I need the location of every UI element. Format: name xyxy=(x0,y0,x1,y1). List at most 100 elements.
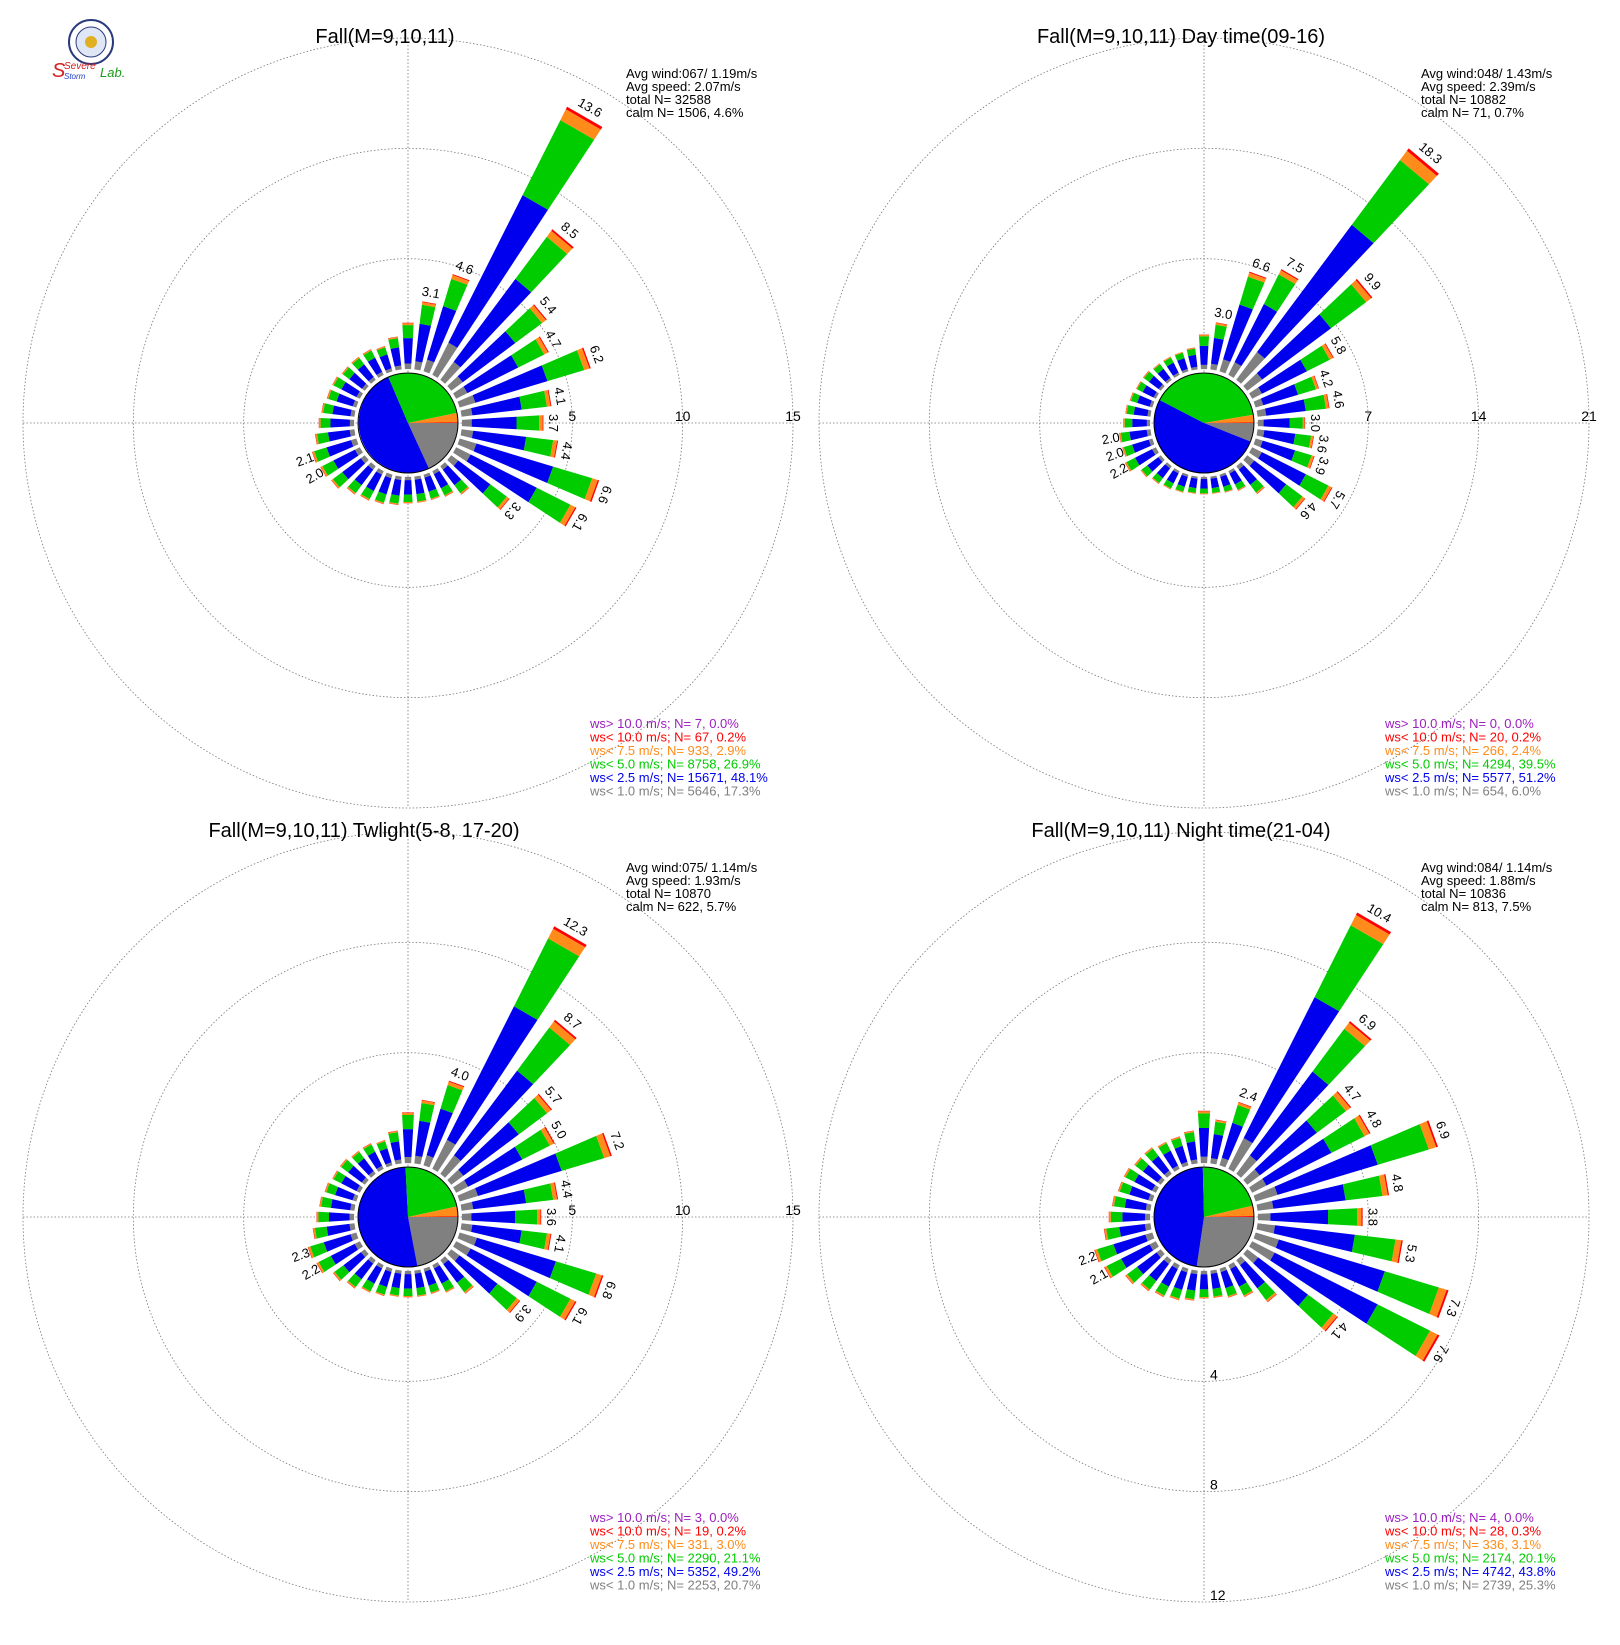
bar-segment-lt25 xyxy=(1211,338,1224,365)
panel-title: Fall(M=9,10,11) Twlight(5-8, 17-20) xyxy=(208,820,519,842)
panel-title: Fall(M=9,10,11) Day time(09-16) xyxy=(1037,26,1325,48)
bar-dir-170 xyxy=(1210,476,1220,494)
bar-segment-lt1 xyxy=(458,395,476,407)
bar-segment-lt75 xyxy=(1124,418,1125,427)
bar-segment-lt75 xyxy=(1357,1208,1361,1226)
bar-segment-lt1 xyxy=(1210,364,1217,371)
bar-segment-lt5 xyxy=(1240,277,1265,310)
legend-entry: ws< 1.0 m/s; N= 2739, 25.3% xyxy=(1384,1578,1556,1593)
bar-segment-lt75 xyxy=(539,415,542,431)
bar-segment-lt75 xyxy=(1109,1212,1111,1223)
ring-label: 14 xyxy=(1471,408,1487,424)
bar-segment-lt1 xyxy=(350,1214,355,1221)
bar-dir-270 xyxy=(1123,418,1150,427)
bar-segment-lt5 xyxy=(1106,1227,1121,1240)
bar-value-label: 3.1 xyxy=(421,284,441,302)
bar-segment-lt5 xyxy=(388,338,399,349)
bar-segment-lt1 xyxy=(405,1157,412,1163)
bar-segment-lt1 xyxy=(1145,1214,1150,1221)
ring-label: 21 xyxy=(1581,408,1597,424)
bar-dir-360 xyxy=(1198,1111,1210,1163)
bar-value-label: 4.6 xyxy=(454,257,476,277)
bar-segment-lt5 xyxy=(550,1261,596,1294)
bar-segment-lt25 xyxy=(1125,1199,1147,1211)
bar-segment-lt25 xyxy=(1134,407,1149,417)
bar-dir-280 xyxy=(1125,405,1151,417)
ring-label: 10 xyxy=(675,408,691,424)
bar-segment-lt1 xyxy=(1201,1271,1208,1274)
bar-segment-lt5 xyxy=(1184,1132,1195,1143)
bar-segment-lt25 xyxy=(391,1141,402,1160)
bar-value-label: 3.0 xyxy=(1308,414,1323,432)
ring-label: 4 xyxy=(1210,1366,1218,1382)
bar-segment-lt25 xyxy=(1211,1134,1223,1159)
bar-segment-lt75 xyxy=(319,418,320,428)
bar-segment-lt5 xyxy=(402,325,413,338)
bar-value-label: 4.6 xyxy=(1329,389,1347,409)
bar-dir-180 xyxy=(1200,477,1208,494)
bar-dir-190 xyxy=(389,476,402,506)
bar-segment-lt1 xyxy=(1147,420,1150,427)
bar-segment-lt25 xyxy=(332,406,351,417)
bar-segment-lt75 xyxy=(537,1209,540,1224)
bar-segment-lt75 xyxy=(1200,493,1208,494)
bar-segment-lt25 xyxy=(404,1274,412,1289)
bar-segment-lt75 xyxy=(403,502,412,503)
legend-entry: ws< 1.0 m/s; N= 2253, 20.7% xyxy=(589,1578,761,1593)
bar-segment-lt5 xyxy=(515,1210,537,1225)
bar-dir-90: 3.6 xyxy=(462,1208,559,1226)
bar-segment-lt25 xyxy=(335,1187,355,1200)
bar-segment-lt5 xyxy=(517,415,540,430)
stats-line: calm N= 71, 0.7% xyxy=(1421,105,1524,120)
bar-segment-lt5 xyxy=(1378,1271,1439,1314)
bar-segment-lt5 xyxy=(520,391,548,410)
ring-label: 15 xyxy=(785,408,801,424)
bar-dir-180 xyxy=(403,477,412,503)
bar-segment-lt10 xyxy=(1305,417,1306,429)
bar-segment-lt5 xyxy=(402,1115,414,1129)
bar-segment-lt1 xyxy=(461,1202,474,1211)
bar-segment-lt5 xyxy=(1290,417,1303,428)
bar-segment-lt10 xyxy=(1198,1111,1210,1112)
bar-segment-lt5 xyxy=(321,418,331,428)
ring-label: 10 xyxy=(675,1202,691,1218)
bar-segment-lt75 xyxy=(402,1113,414,1115)
bar-segment-lt25 xyxy=(1119,1224,1146,1237)
bar-segment-lt5 xyxy=(1214,325,1227,340)
bar-value-label: 4.1 xyxy=(551,386,569,406)
bar-segment-lt25 xyxy=(391,347,402,366)
bar-segment-lt25 xyxy=(331,419,350,428)
bar-value-label: 6.9 xyxy=(1433,1119,1453,1141)
bar-segment-lt1 xyxy=(1258,1213,1271,1221)
bar-segment-lt5 xyxy=(323,403,334,414)
bar-segment-lt75 xyxy=(403,1296,412,1297)
bar-segment-lt5 xyxy=(1121,432,1131,443)
bar-dir-170 xyxy=(414,1270,426,1297)
bar-segment-lt25 xyxy=(1200,1274,1208,1289)
bar-segment-lt5 xyxy=(520,1230,548,1249)
bar-segment-lt25 xyxy=(337,394,356,407)
bar-segment-lt1 xyxy=(350,420,354,427)
bar-segment-lt5 xyxy=(388,1132,399,1143)
bar-segment-lt10 xyxy=(402,1112,414,1113)
bar-segment-lt1 xyxy=(405,1271,412,1274)
bar-segment-lt25 xyxy=(424,1270,436,1286)
legend-entry: ws< 1.0 m/s; N= 654, 6.0% xyxy=(1384,784,1542,799)
bar-segment-lt5 xyxy=(321,1197,332,1208)
bar-segment-lt5 xyxy=(555,1136,604,1171)
bar-value-label: 7.2 xyxy=(607,1130,627,1152)
bar-segment-lt5 xyxy=(1198,1113,1210,1128)
bar-segment-lt25 xyxy=(472,417,517,430)
bar-dir-90: 3.0 xyxy=(1258,414,1323,432)
bar-dir-360 xyxy=(402,1112,414,1163)
logo-severe: Severe xyxy=(64,61,96,72)
bar-segment-lt25 xyxy=(1187,1273,1197,1291)
bar-dir-270 xyxy=(1109,1212,1150,1223)
bar-segment-lt25 xyxy=(471,1211,515,1223)
ring-label: 8 xyxy=(1210,1477,1218,1493)
bar-segment-lt25 xyxy=(404,480,412,495)
bar-segment-lt25 xyxy=(327,1224,351,1236)
